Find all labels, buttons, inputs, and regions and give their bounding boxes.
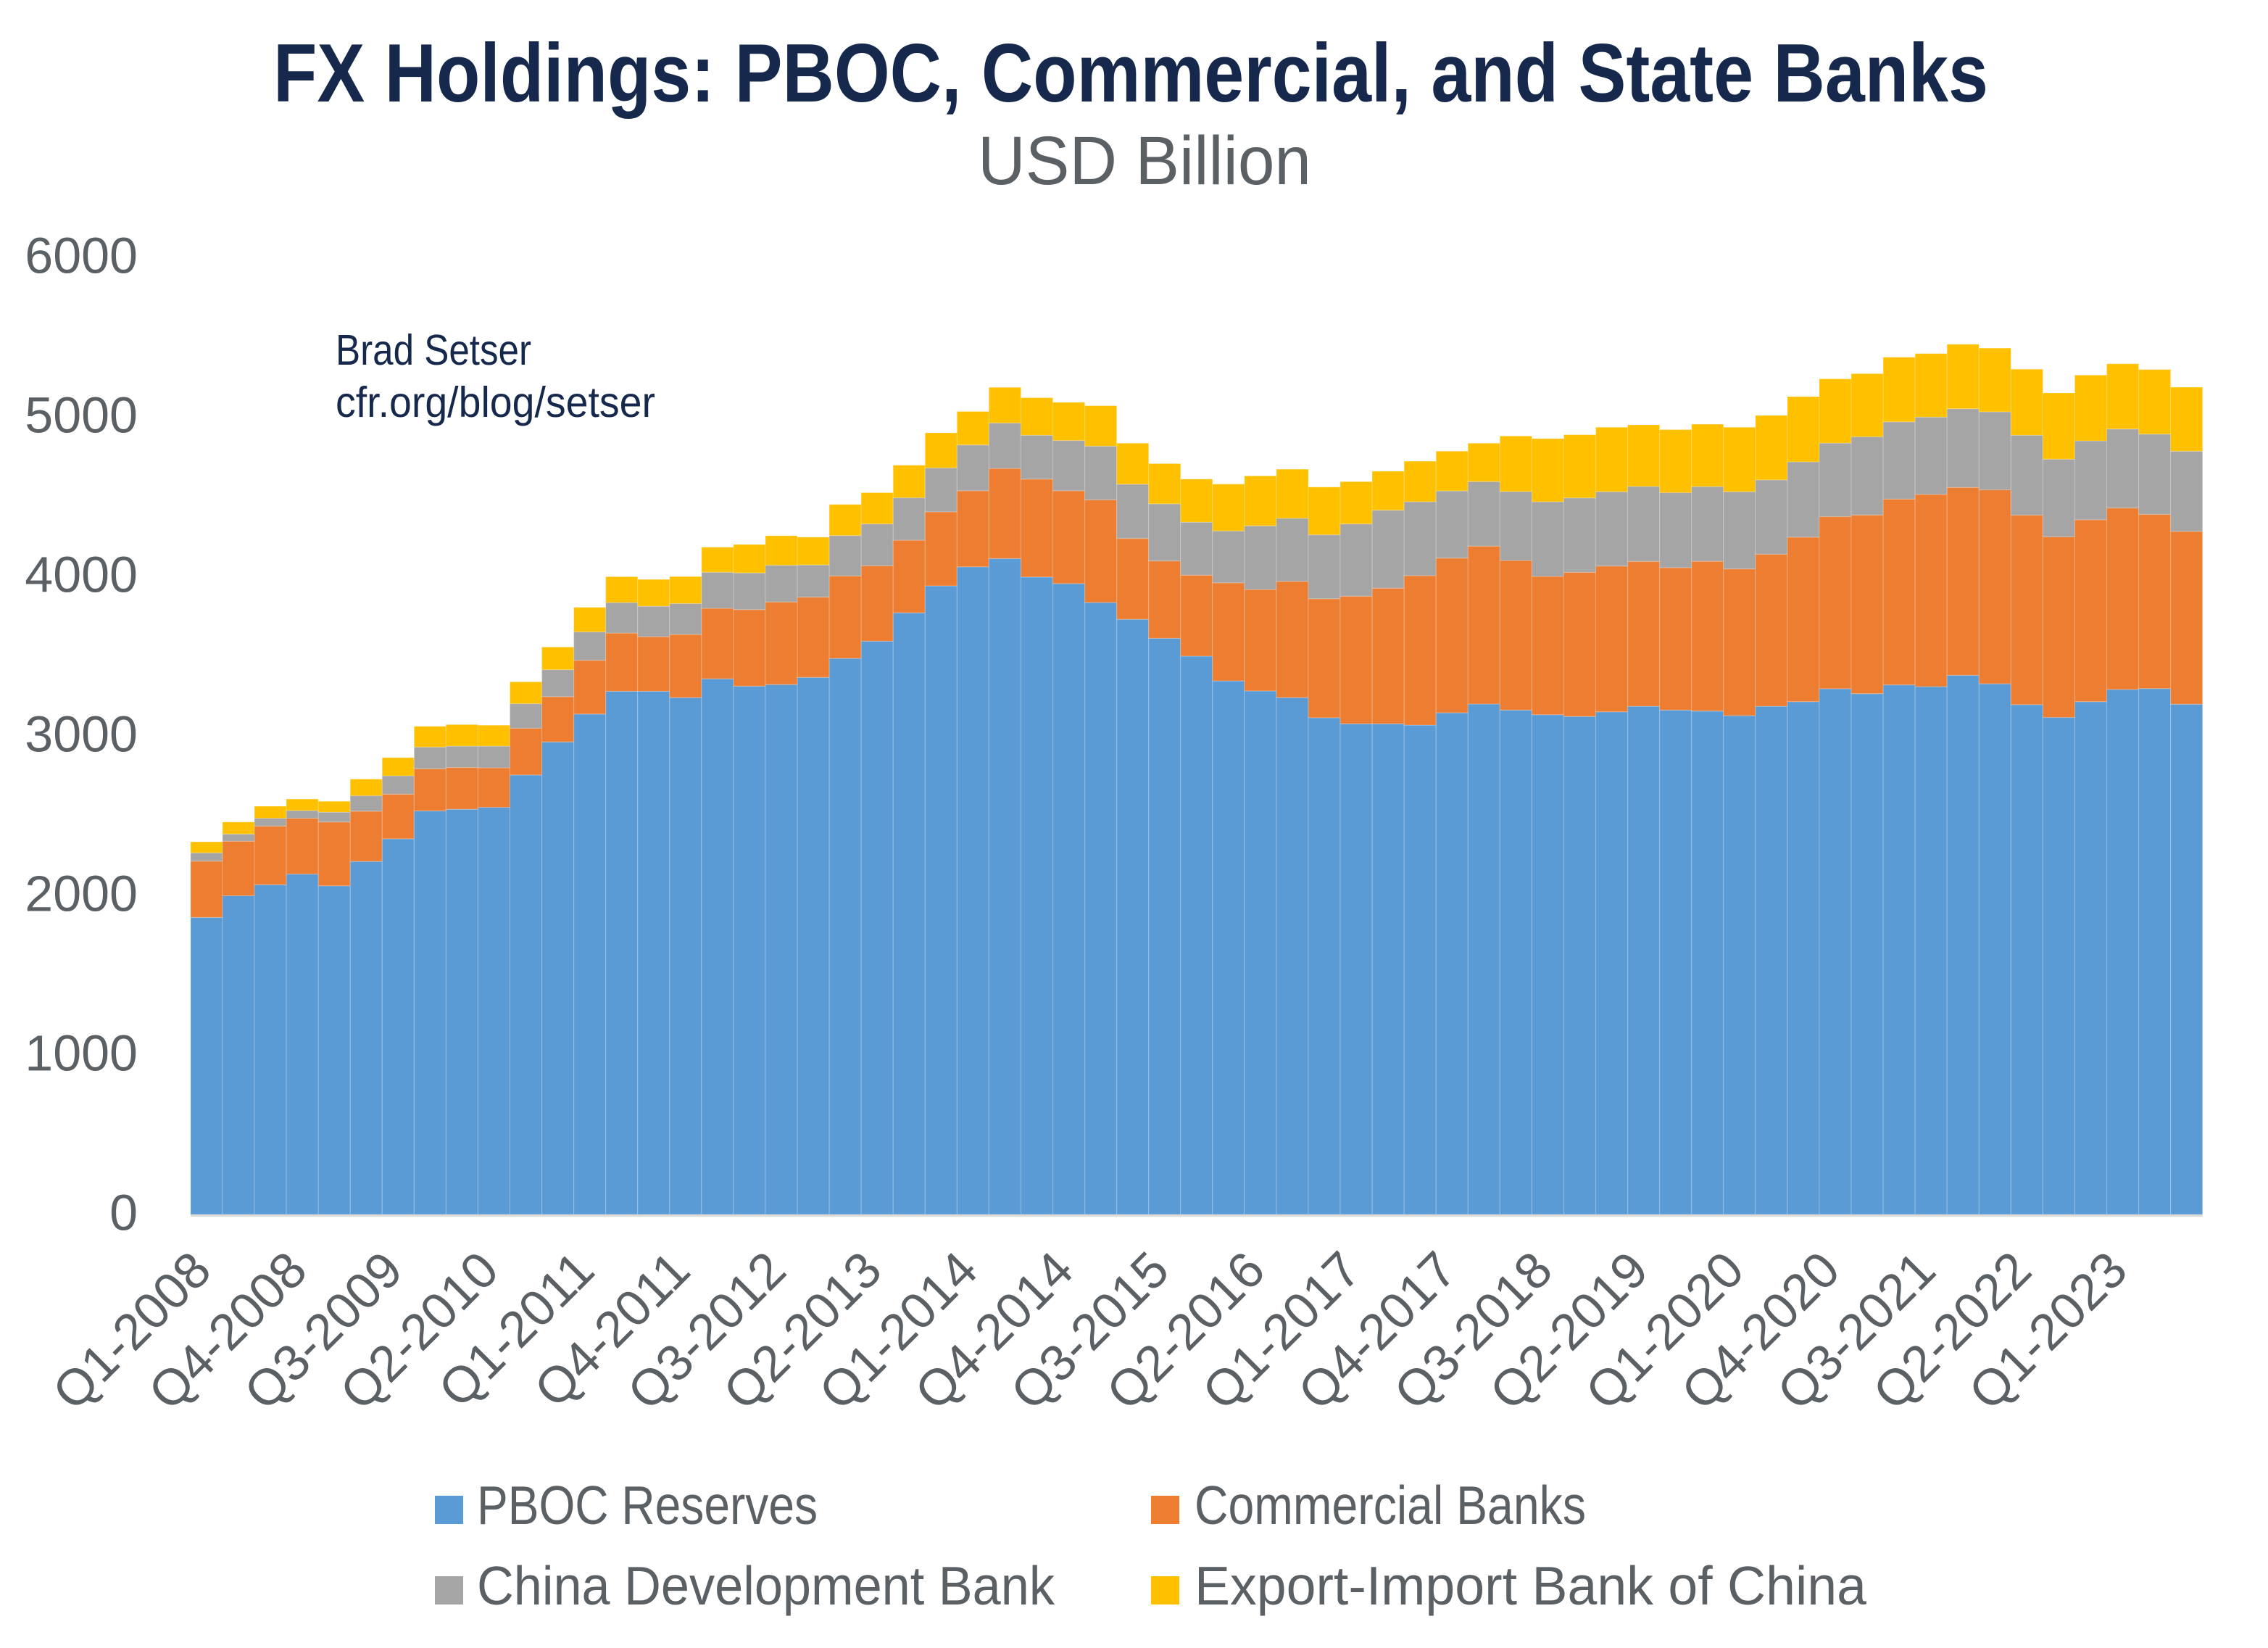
svg-text:1000: 1000: [25, 1024, 138, 1081]
svg-text:PBOC Reserves: PBOC Reserves: [477, 1475, 818, 1536]
svg-text:6000: 6000: [25, 227, 138, 283]
svg-text:5000: 5000: [25, 386, 138, 443]
svg-text:China Development Bank: China Development Bank: [477, 1555, 1055, 1616]
svg-text:Commercial Banks: Commercial Banks: [1195, 1475, 1586, 1536]
svg-text:Export-Import Bank of China: Export-Import Bank of China: [1195, 1555, 1866, 1616]
svg-text:0: 0: [109, 1184, 138, 1241]
svg-text:cfr.org/blog/setser: cfr.org/blog/setser: [336, 378, 655, 426]
svg-text:Brad Setser: Brad Setser: [336, 326, 531, 374]
svg-text:USD Billion: USD Billion: [978, 123, 1311, 199]
svg-text:FX Holdings: PBOC, Commercial,: FX Holdings: PBOC, Commercial, and State…: [273, 28, 1988, 120]
svg-text:4000: 4000: [25, 546, 138, 603]
svg-text:2000: 2000: [25, 865, 138, 922]
svg-text:3000: 3000: [25, 705, 138, 762]
